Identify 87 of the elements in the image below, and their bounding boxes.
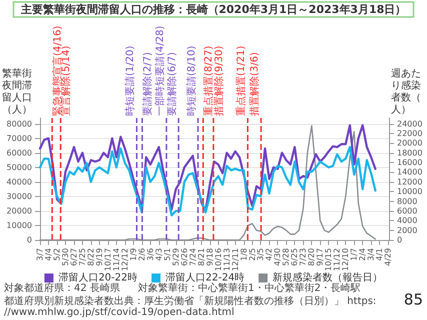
y2-tick-label: 8000 <box>397 196 418 206</box>
x-tick-label: 3/6 <box>146 248 155 261</box>
y2-tick-label: 12000 <box>397 177 422 186</box>
y2-tick-label: 18000 <box>397 148 422 158</box>
y-tick-label: 70000 <box>6 134 32 143</box>
x-tick-label: 7/23 <box>298 248 308 266</box>
x-tick-label: 1/8 <box>239 248 248 261</box>
y-tick-label: 30000 <box>6 192 32 201</box>
text: 対象都道府県：42 長崎県 <box>4 282 120 294</box>
ref-line-label: 時短要請(1/20) <box>124 46 136 116</box>
y2-tick-label: 0 <box>397 236 402 244</box>
y-tick-label: 20000 <box>6 206 32 216</box>
x-tick-label: 2/5 <box>248 248 257 261</box>
y-tick-label: 80000 <box>6 119 32 128</box>
x-tick-label: 9/19 <box>94 248 104 266</box>
y-tick-label: 40000 <box>6 177 32 186</box>
x-tick-label: 7/25 <box>78 248 87 266</box>
x-tick-label: 9/17 <box>316 248 325 266</box>
ref-line-label: 措置解除(9/30) <box>212 46 225 116</box>
x-tick-label: 4/30 <box>273 248 282 266</box>
x-tick-label: 5/1 <box>162 248 172 261</box>
line-series <box>39 125 376 241</box>
ref-line-label: 要請解除(2/7) <box>142 52 154 116</box>
x-tick-label: 8/21 <box>196 248 206 266</box>
x-tick-label: 12/10 <box>341 248 350 272</box>
y2-tick-label: 6000 <box>397 206 418 216</box>
x-tick-label: 4/2 <box>264 248 274 261</box>
x-tick-label: 3/5 <box>256 248 266 261</box>
x-tick-label: 4/1 <box>375 248 384 261</box>
x-tick-label: 6/25 <box>290 248 300 266</box>
text: 85 <box>404 290 424 308</box>
y-tick-label: 10000 <box>6 220 32 230</box>
x-tick-label: 3/7 <box>36 248 44 261</box>
y2-tick-label: 4000 <box>397 216 418 226</box>
y-tick-label: 50000 <box>6 162 32 172</box>
line-series <box>38 124 376 212</box>
x-tick-label: 3/4 <box>366 248 376 261</box>
x-tick-label: 2/6 <box>137 248 146 261</box>
x-tick-label: 10/17 <box>103 248 112 272</box>
ref-line-label: 一部時短要請(4/28) <box>154 26 166 116</box>
x-tick-label: 6/27 <box>69 248 78 266</box>
ref-line-label: 宣言解除(5/14) <box>60 46 72 116</box>
x-tick-label: 4/3 <box>154 248 164 261</box>
y-tick-label: 60000 <box>6 148 32 158</box>
y2-tick-label: 10000 <box>397 187 422 196</box>
y-tick-label: 0 <box>26 236 32 244</box>
x-tick-label: 8/22 <box>86 248 96 266</box>
x-tick-label: 12/12 <box>120 248 130 272</box>
x-tick-label: 5/2 <box>52 248 62 261</box>
ref-line-label: 重点措置(1/21) <box>235 46 248 116</box>
x-tick-label: 5/30 <box>60 248 70 266</box>
x-tick-label: 7/24 <box>188 248 198 266</box>
y2-axis-title: 週あたり感染者数（人） <box>391 68 421 116</box>
text: 都道府県別新規感染者数出典：厚生労働省「新規陽性者数の推移（日別）」 https://www.mhlw.go.jp/stf/covid-19/open-data.html <box>4 295 376 318</box>
x-tick-label: 8/20 <box>307 248 316 266</box>
x-tick-label: 5/29 <box>171 248 180 266</box>
x-tick-label: 2/4 <box>358 248 368 261</box>
x-tick-label: 12/11 <box>230 248 240 272</box>
x-tick-label: 9/18 <box>205 248 214 266</box>
x-tick-label: 1/7 <box>350 248 359 261</box>
chart-title: 主要繁華街夜間滞留人口の推移：長崎（2020年3月1日～2023年3月18日） <box>20 3 406 16</box>
line-series <box>38 146 376 216</box>
y2-tick-label: 14000 <box>397 168 422 177</box>
ref-line-label: 要請解除(6/7) <box>166 52 178 116</box>
x-tick-label: 4/4 <box>44 248 53 261</box>
x-tick-label: 6/26 <box>180 248 189 266</box>
y2-tick-label: 16000 <box>397 158 422 168</box>
legend-label: 滞留人口20-22時 <box>58 272 138 284</box>
y2-tick-label: 20000 <box>397 138 422 148</box>
x-tick-label: 5/28 <box>282 248 291 266</box>
ref-line-label: 時短要請(8/10) <box>185 46 198 116</box>
legend-label: 滞留人口22-24時 <box>166 272 245 284</box>
ref-line-label: 重点措置(8/27) <box>202 46 215 116</box>
x-tick-label: 11/12 <box>332 248 342 272</box>
y-axis-title: 繁華街夜間滞留人口（人） <box>2 68 32 116</box>
x-tick-label: 10/16 <box>214 248 223 272</box>
text: 対象繁華街：中心繁華街1・中心繁華街2・長崎駅 <box>138 282 361 294</box>
y2-tick-label: 2000 <box>397 226 418 235</box>
ref-line-label: 措置解除(3/6) <box>248 52 261 116</box>
legend-label: 新規感染者数（報告日） <box>272 272 383 284</box>
x-tick-label: 10/15 <box>324 248 334 272</box>
x-tick-label: 4/29 <box>384 248 393 266</box>
y2-tick-label: 24000 <box>397 119 422 128</box>
x-tick-label: 1/9 <box>128 248 138 261</box>
x-tick-label: 11/13 <box>222 248 232 272</box>
x-tick-label: 11/14 <box>112 248 121 272</box>
y2-tick-label: 22000 <box>397 128 422 138</box>
